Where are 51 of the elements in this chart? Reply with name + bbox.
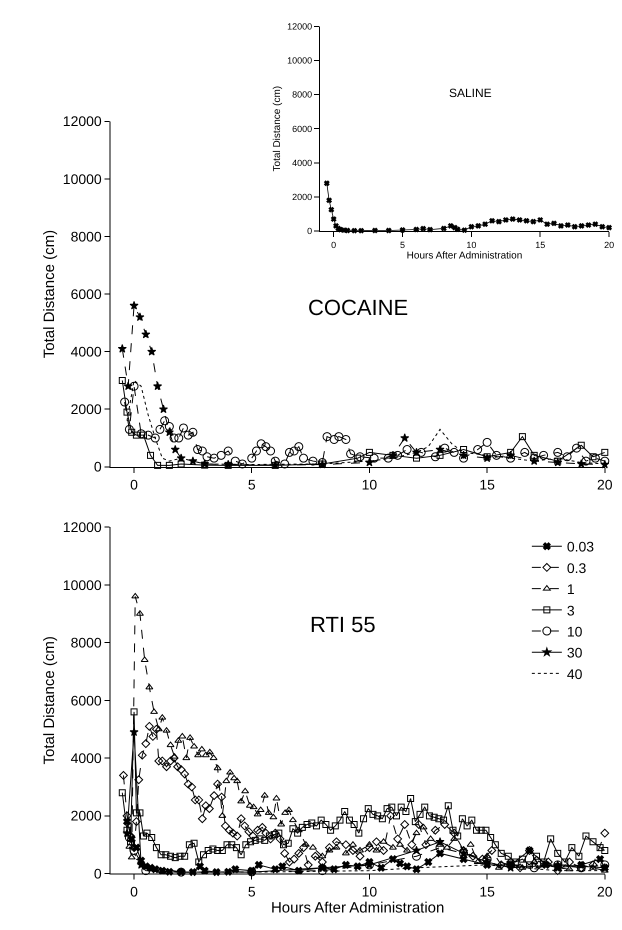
text: RTI 55: [310, 612, 376, 637]
legend-label: 3: [566, 602, 575, 618]
y-tick-label: 4000: [292, 158, 312, 168]
y-tick-label: 4000: [70, 344, 102, 360]
x-tick-label: 0: [130, 476, 138, 493]
y-axis-title: Total Distance (cm): [272, 86, 284, 172]
y-tick-label: 0: [307, 226, 312, 236]
legend-label: 1: [566, 581, 575, 598]
y-tick-label: 12000: [287, 21, 312, 32]
y-tick-label: 8000: [70, 228, 102, 244]
legend-label: 0.03: [566, 538, 594, 555]
y-tick-label: 6000: [70, 286, 102, 302]
y-tick-label: 10000: [287, 56, 312, 66]
x-tick-label: 10: [362, 883, 378, 900]
x-tick-label: 10: [466, 240, 476, 250]
y-tick-label: 2000: [70, 401, 102, 418]
y-tick-label: 12000: [62, 519, 102, 536]
y-axis-title: Total Distance (cm): [41, 636, 58, 765]
x-tick-label: 0: [130, 883, 138, 900]
x-tick-label: 20: [597, 476, 613, 493]
legend-label: 40: [566, 666, 583, 682]
x-tick-label: 10: [362, 476, 378, 493]
x-tick-label: 15: [535, 240, 546, 250]
x-tick-label: 20: [597, 883, 613, 900]
legend-label: 10: [566, 623, 583, 640]
x-tick-label: 20: [604, 240, 614, 250]
x-tick-label: 15: [479, 476, 496, 493]
y-tick-label: 12000: [62, 113, 102, 130]
x-tick-label: 5: [400, 240, 406, 250]
x-tick-label: 0: [331, 240, 336, 250]
y-tick-label: 10000: [62, 576, 102, 593]
y-tick-label: 6000: [70, 692, 102, 708]
y-tick-label: 8000: [292, 90, 312, 100]
text: SALINE: [449, 86, 492, 100]
x-tick-label: 5: [248, 883, 256, 900]
legend-label: 30: [566, 644, 583, 661]
y-tick-label: 2000: [292, 192, 312, 202]
legend-label: 0.3: [566, 560, 587, 576]
x-tick-label: 15: [479, 883, 496, 900]
x-axis-title: Hours After Administration: [270, 899, 444, 916]
y-tick-label: 10000: [62, 170, 102, 187]
y-tick-label: 0: [94, 865, 102, 882]
text: COCAINE: [308, 295, 408, 320]
y-tick-label: 2000: [70, 808, 102, 824]
y-tick-label: 8000: [70, 634, 102, 651]
x-tick-label: 5: [248, 476, 256, 493]
y-axis-title: Total Distance (cm): [41, 230, 58, 358]
y-tick-label: 0: [94, 458, 102, 475]
x-axis-title: Hours After Administration: [406, 250, 522, 262]
y-tick-label: 4000: [70, 750, 102, 766]
y-tick-label: 6000: [292, 124, 312, 134]
